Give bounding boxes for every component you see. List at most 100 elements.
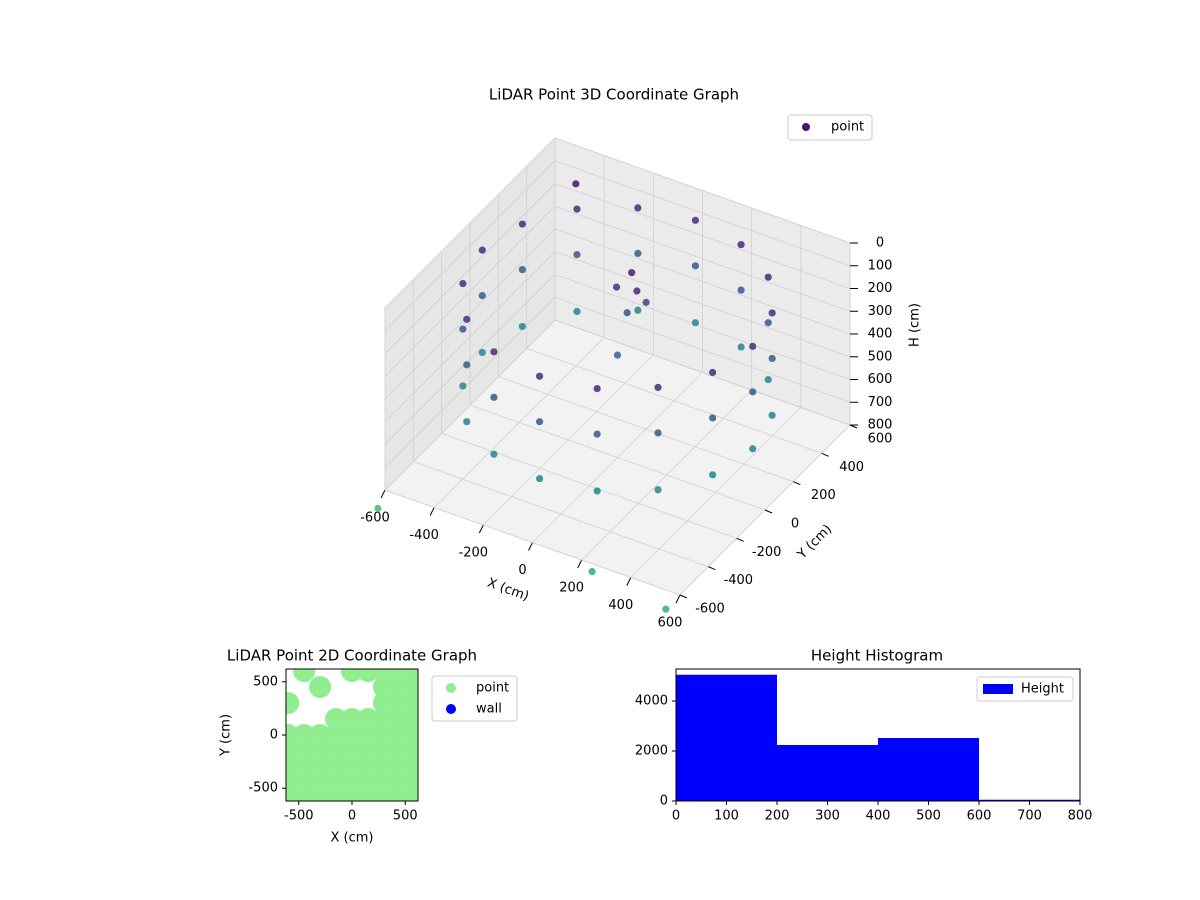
grid-line	[441, 432, 737, 539]
y-tick	[793, 481, 801, 486]
point	[309, 739, 332, 762]
point	[490, 393, 498, 401]
point	[325, 771, 348, 794]
x-tick-label: 800	[1068, 809, 1093, 824]
point	[341, 771, 363, 794]
y-axis-label: Y (cm)	[219, 714, 234, 757]
x-tick-label: 700	[1017, 809, 1042, 824]
chart-title: Height Histogram	[811, 647, 943, 665]
point	[535, 372, 544, 380]
point	[356, 724, 379, 746]
legend-box	[976, 676, 1074, 702]
bar	[676, 674, 777, 801]
point	[709, 414, 717, 422]
grid-line	[384, 251, 556, 423]
y-tick-label: -400	[724, 573, 754, 588]
point	[463, 315, 471, 323]
y-tick-label: 0	[660, 794, 668, 809]
point	[691, 216, 700, 224]
point	[628, 269, 636, 277]
point	[374, 504, 382, 513]
x-tick-label: 0	[672, 809, 680, 824]
point	[623, 309, 631, 317]
grid-line	[554, 183, 851, 289]
point	[633, 287, 641, 295]
y-tick	[708, 566, 716, 571]
z-tick-label: 200	[868, 281, 893, 296]
point	[737, 286, 745, 294]
point	[642, 298, 650, 306]
y-tick	[736, 537, 744, 542]
grid-line	[384, 274, 556, 445]
point	[654, 429, 662, 437]
point	[612, 283, 621, 291]
point	[388, 676, 411, 699]
grid-line	[498, 376, 794, 483]
point	[573, 307, 581, 316]
point	[325, 708, 348, 731]
point	[768, 354, 776, 363]
x-tick-label: 100	[714, 809, 739, 824]
point	[490, 348, 498, 356]
point	[341, 755, 363, 778]
x-tick	[478, 524, 484, 534]
point	[654, 383, 662, 391]
bar	[777, 745, 878, 801]
point	[372, 692, 395, 715]
point	[341, 724, 363, 746]
y-tick	[679, 594, 688, 599]
grid-line	[384, 137, 556, 309]
point	[309, 676, 332, 699]
point	[593, 430, 601, 438]
point	[764, 375, 772, 384]
x-tick-label: 0	[348, 809, 356, 824]
point	[691, 319, 700, 327]
point	[356, 755, 379, 778]
x-tick-label: 400	[866, 809, 891, 824]
point	[518, 220, 526, 228]
y-tick-label: 2000	[635, 744, 668, 759]
legend-label: point	[476, 681, 509, 696]
point	[654, 486, 662, 494]
point	[535, 474, 544, 483]
y-tick-label: -200	[752, 545, 782, 560]
point	[535, 418, 544, 426]
z-tick-label: 100	[868, 258, 893, 273]
point	[737, 241, 745, 249]
legend-marker	[446, 704, 456, 714]
point	[634, 204, 642, 212]
point	[309, 755, 332, 778]
point	[662, 605, 670, 613]
point	[572, 180, 580, 188]
grid-line	[526, 347, 822, 454]
point	[325, 739, 348, 762]
point	[749, 445, 757, 453]
point	[388, 724, 411, 746]
y-tick-label: 400	[839, 460, 864, 475]
point	[478, 246, 486, 254]
z-tick-label: 800	[868, 418, 893, 433]
z-tick-label: 500	[868, 349, 893, 364]
legend: point	[787, 114, 873, 141]
point	[356, 708, 379, 731]
grid-line	[469, 404, 766, 511]
point	[634, 306, 642, 314]
point	[388, 739, 411, 762]
grid-line	[554, 160, 851, 267]
legend-marker	[802, 123, 810, 131]
point	[388, 692, 411, 715]
y-tick	[764, 509, 773, 514]
x-tick-label: 600	[658, 616, 683, 631]
grid-line	[384, 489, 681, 596]
point	[372, 755, 395, 778]
y-tick	[821, 452, 829, 457]
point	[372, 676, 395, 699]
point	[764, 319, 772, 327]
z-axis-label: H (cm)	[908, 303, 923, 347]
z-tick-label: 600	[868, 372, 893, 387]
point	[372, 771, 395, 794]
point	[737, 343, 745, 351]
chart-title: LiDAR Point 2D Coordinate Graph	[227, 647, 477, 665]
